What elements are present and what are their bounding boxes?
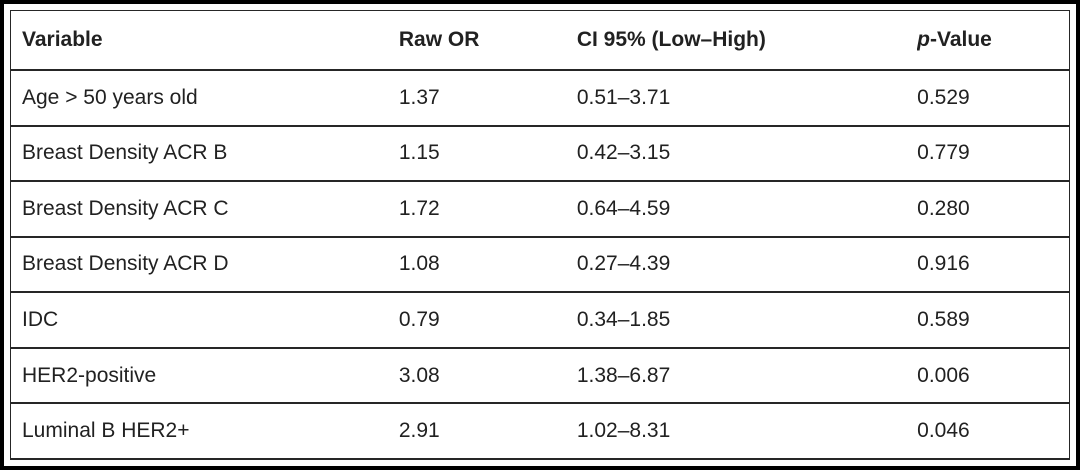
col-header-ci: CI 95% (Low–High) [576, 10, 918, 71]
col-header-p-value: p-Value [917, 10, 1070, 71]
cell-ci: 0.64–4.59 [576, 181, 918, 238]
cell-variable: Luminal B HER2+ [10, 403, 399, 460]
cell-ci: 1.38–6.87 [576, 347, 918, 405]
cell-variable: Breast Density ACR D [10, 236, 399, 294]
p-value-italic-p: p [917, 28, 930, 51]
cell-raw-or: 1.08 [398, 236, 577, 294]
cell-variable: Age > 50 years old [10, 70, 399, 127]
cell-p-value: 0.779 [917, 125, 1070, 183]
header-row: Variable Raw OR CI 95% (Low–High) p-Valu… [10, 10, 1070, 71]
cell-variable: HER2-positive [10, 347, 399, 405]
table-row: Breast Density ACR D 1.08 0.27–4.39 0.91… [10, 236, 1070, 294]
cell-raw-or: 3.08 [398, 347, 577, 405]
cell-variable: Breast Density ACR C [10, 181, 399, 238]
statistics-table: Variable Raw OR CI 95% (Low–High) p-Valu… [10, 10, 1070, 460]
table-row: Breast Density ACR C 1.72 0.64–4.59 0.28… [10, 181, 1070, 238]
cell-p-value: 0.529 [917, 70, 1070, 127]
cell-p-value: 0.589 [917, 292, 1070, 349]
cell-ci: 0.27–4.39 [576, 236, 918, 294]
table-row: Luminal B HER2+ 2.91 1.02–8.31 0.046 [10, 403, 1070, 460]
cell-p-value: 0.006 [917, 347, 1070, 405]
cell-p-value: 0.280 [917, 181, 1070, 238]
cell-ci: 1.02–8.31 [576, 403, 918, 460]
cell-variable: IDC [10, 292, 399, 349]
cell-ci: 0.42–3.15 [576, 125, 918, 183]
table-row: Age > 50 years old 1.37 0.51–3.71 0.529 [10, 70, 1070, 127]
cell-p-value: 0.916 [917, 236, 1070, 294]
cell-ci: 0.34–1.85 [576, 292, 918, 349]
cell-ci: 0.51–3.71 [576, 70, 918, 127]
table-row: IDC 0.79 0.34–1.85 0.589 [10, 292, 1070, 349]
col-header-variable: Variable [10, 10, 399, 71]
cell-variable: Breast Density ACR B [10, 125, 399, 183]
cell-raw-or: 2.91 [398, 403, 577, 460]
cell-p-value: 0.046 [917, 403, 1070, 460]
table-header: Variable Raw OR CI 95% (Low–High) p-Valu… [10, 10, 1070, 71]
cell-raw-or: 0.79 [398, 292, 577, 349]
cell-raw-or: 1.72 [398, 181, 577, 238]
table-row: HER2-positive 3.08 1.38–6.87 0.006 [10, 347, 1070, 405]
p-value-rest: -Value [929, 28, 992, 51]
cell-raw-or: 1.15 [398, 125, 577, 183]
table-row: Breast Density ACR B 1.15 0.42–3.15 0.77… [10, 125, 1070, 183]
col-header-raw-or: Raw OR [398, 10, 577, 71]
cell-raw-or: 1.37 [398, 70, 577, 127]
table-body: Age > 50 years old 1.37 0.51–3.71 0.529 … [10, 70, 1070, 460]
